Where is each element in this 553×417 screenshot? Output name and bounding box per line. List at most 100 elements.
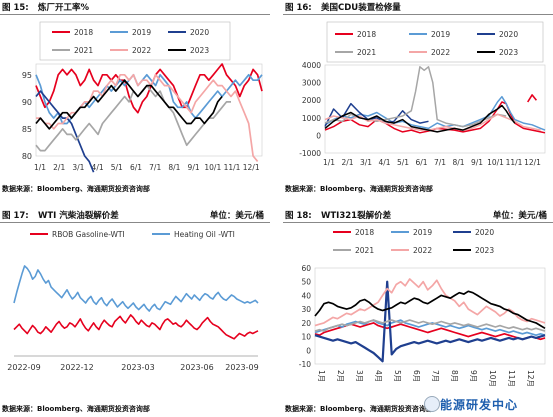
series-line <box>13 314 259 340</box>
x-tick-label: 2月 <box>336 370 345 382</box>
y-tick-label: 3000 <box>302 79 321 88</box>
x-tick-label: 2023-03 <box>121 363 154 372</box>
header-rule <box>0 222 270 223</box>
panel-cdu-maintenance: 图 16: 美国CDU装置检修量 -1000 0 1000 2000 3000 4000 1… <box>283 0 553 200</box>
legend-box <box>326 21 544 63</box>
x-tick-label: 1/1 <box>323 158 335 167</box>
header-rule <box>283 14 553 15</box>
chart-cdu-maintenance: -1000 0 1000 2000 3000 4000 1/1 2/1 3/1 4/1 5/1 6/1… <box>299 21 546 167</box>
x-tick-label: 9/1 <box>188 163 200 172</box>
y-tick-label: 2000 <box>302 96 321 105</box>
legend-label: 2021 <box>355 246 374 255</box>
x-tick-label: 2/1 <box>341 158 353 167</box>
plot-area <box>35 63 263 157</box>
chart-source: 数据来源：Bloomberg、海通期货投资咨询部 <box>2 185 150 193</box>
header-rule <box>283 222 553 223</box>
x-tick-label: 1月 <box>317 370 326 382</box>
x-tick-label: 2023-09 <box>225 363 258 372</box>
y-tick-label: 95 <box>22 71 32 80</box>
legend-label: 2020 <box>475 228 494 237</box>
legend-label: RBOB Gasoline-WTI <box>52 230 125 239</box>
legend-label: 2022 <box>413 246 432 255</box>
figure-number: 图 15: <box>2 3 29 13</box>
legend-label: 2021 <box>357 48 376 57</box>
x-tick-label: 10/1 <box>487 158 504 167</box>
figure-number: 图 17: <box>2 211 29 221</box>
chart-title: 美国CDU装置检修量 <box>321 3 401 13</box>
y-tick-label: 4000 <box>302 61 321 70</box>
y-tick-label: 90 <box>22 98 32 107</box>
y-tick-label: 60 <box>301 264 311 273</box>
x-tick-label: 6月 <box>412 370 421 382</box>
panel-header: 图 16: 美国CDU装置检修量 <box>283 0 553 14</box>
y-tick-label: 0 <box>316 131 321 140</box>
x-tick-label: 2022-09 <box>7 363 40 372</box>
legend-label: 2022 <box>132 46 151 55</box>
panel-wti321-crack: 图 18: WTI321裂解价差 单位：美元/桶 -10 0 10 20 30 40 50 6… <box>283 208 553 417</box>
x-tick-label: 3/1 <box>72 163 84 172</box>
panel-header: 图 15: 炼厂开工率% <box>0 0 270 14</box>
watermark-logo-icon <box>424 396 440 412</box>
header-rule <box>0 14 270 15</box>
x-tick-label: 3月 <box>355 370 364 382</box>
legend-label: 2021 <box>74 46 93 55</box>
y-tick-label: 50 <box>301 278 311 287</box>
x-tick-label: 12/1 <box>243 163 260 172</box>
legend-label: 2023 <box>475 246 494 255</box>
y-tick-label: 85 <box>22 125 32 134</box>
figure-number: 图 16: <box>285 3 312 13</box>
series-line <box>35 79 223 130</box>
chart-title: WTI 汽柴油裂解价差 <box>38 211 119 221</box>
y-tick-label: 10 <box>301 333 311 342</box>
x-tick-label: 7月 <box>431 370 440 382</box>
x-tick-label: 2022-12 <box>60 363 93 372</box>
x-tick-label: 12/1 <box>524 158 541 167</box>
y-tick-label: 20 <box>301 319 311 328</box>
x-tick-label: 11/1 <box>506 158 523 167</box>
y-tick-label: 80 <box>22 152 32 161</box>
x-tick-label: 2/1 <box>53 163 65 172</box>
series-line <box>314 280 546 363</box>
y-tick-label: 0 <box>306 346 311 355</box>
x-tick-label: 8/1 <box>168 163 180 172</box>
series-line <box>324 113 541 131</box>
chart-title: 炼厂开工率% <box>38 3 90 13</box>
chart-source: 数据来源：Bloomberg、海通期货投资咨询部 <box>285 405 433 413</box>
panel-header: 图 17: WTI 汽柴油裂解价差 单位：美元/桶 <box>0 208 270 222</box>
series-line <box>324 104 516 133</box>
x-tick-label: 7/1 <box>149 163 161 172</box>
x-tick-label: 12月 <box>526 370 535 387</box>
y-tick-label: -1000 <box>299 149 321 158</box>
x-tick-label: 2023-06 <box>180 363 213 372</box>
x-tick-label: 8月 <box>450 370 459 382</box>
y-tick-label: 30 <box>301 305 311 314</box>
legend-label: 2018 <box>357 30 376 39</box>
y-tick-label: 40 <box>301 291 311 300</box>
legend-label: 2018 <box>355 228 374 237</box>
legend-label: 2020 <box>190 28 209 37</box>
panel-refinery-utilization: 图 15: 炼厂开工率% 80 85 90 95 1/1 2/1 3/1 4/1 5/1 6/1 7… <box>0 0 270 200</box>
chart-unit: 单位：美元/桶 <box>492 211 547 221</box>
series-line <box>314 290 546 330</box>
x-tick-label: 4/1 <box>378 158 390 167</box>
legend-label: Heating Oil -WTI <box>174 230 235 239</box>
x-tick-label: 9/1 <box>471 158 483 167</box>
series-line <box>13 265 259 312</box>
x-tick-label: 10月 <box>488 370 497 387</box>
legend-label: 2020 <box>499 30 518 39</box>
chart-source: 数据来源：Bloomberg、海通期货投资咨询部 <box>2 405 150 413</box>
x-tick-label: 7/1 <box>434 158 446 167</box>
figure-number: 图 18: <box>285 211 312 221</box>
chart-unit: 单位：美元/桶 <box>209 211 264 221</box>
series-line <box>36 73 259 162</box>
y-tick-label: -10 <box>299 360 311 369</box>
panel-header: 图 18: WTI321裂解价差 单位：美元/桶 <box>283 208 553 222</box>
series-line <box>314 319 546 332</box>
x-tick-label: 10/1 <box>204 163 221 172</box>
plot-area <box>324 64 546 154</box>
series-line <box>324 101 546 134</box>
x-tick-label: 4月 <box>374 370 383 382</box>
x-tick-label: 9月 <box>469 370 478 382</box>
legend-label: 2019 <box>132 28 151 37</box>
